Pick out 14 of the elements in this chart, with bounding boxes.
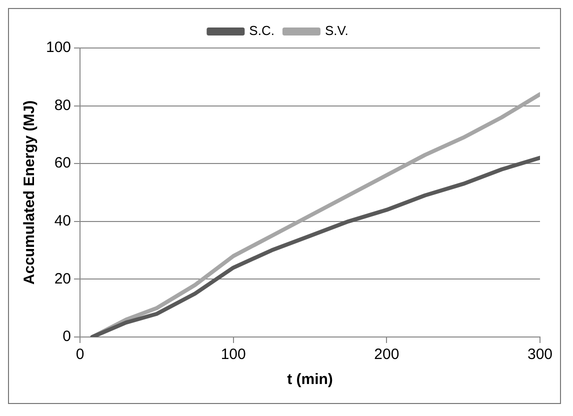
y-tick-label: 80 — [54, 96, 72, 114]
y-tick-label: 20 — [54, 270, 72, 288]
x-axis-title: t (min) — [287, 371, 333, 388]
x-tick-label: 100 — [220, 346, 246, 364]
y-tick-label: 60 — [54, 154, 72, 172]
y-tick-label: 40 — [54, 212, 72, 230]
x-tick-label: 300 — [527, 346, 553, 364]
y-tick-label: 0 — [62, 328, 72, 346]
y-axis-title: Accumulated Energy (MJ) — [21, 100, 38, 285]
legend-label: S.C. — [249, 23, 274, 38]
x-tick-label: 200 — [374, 346, 400, 364]
y-tick-label: 100 — [46, 39, 72, 56]
legend-label: S.V. — [324, 23, 348, 38]
x-tick-label: 0 — [76, 346, 84, 364]
